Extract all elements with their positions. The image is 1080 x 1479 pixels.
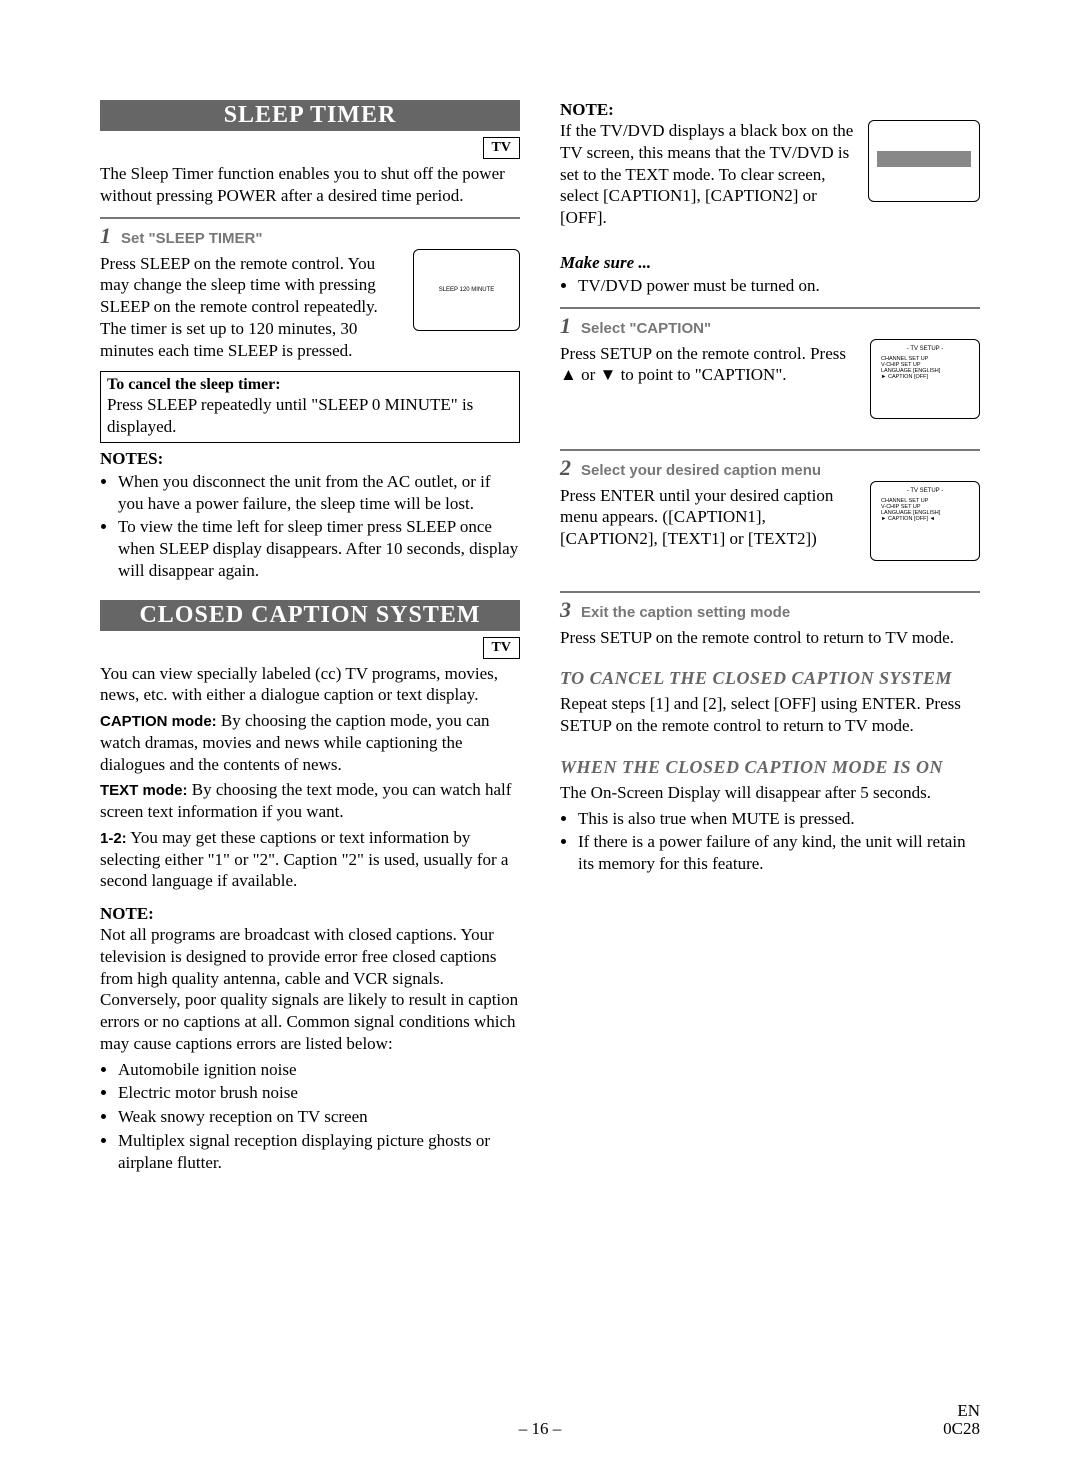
when-on-head: WHEN THE CLOSED CAPTION MODE IS ON (560, 757, 980, 778)
caption-mode-label: CAPTION mode: (100, 713, 217, 730)
cc-note-list: Automobile ignition noise Electric motor… (100, 1059, 520, 1174)
right-column: NOTE: If the TV/DVD displays a black box… (560, 100, 980, 1175)
sleep-step1: 1 Set "SLEEP TIMER" SLEEP 120 MINUTE Pre… (100, 217, 520, 443)
tv-setup-screen-1: - TV SETUP - CHANNEL SET UP V-CHIP SET U… (870, 339, 980, 419)
sleep-screen-box: SLEEP 120 MINUTE (413, 249, 520, 331)
sleep-note-item: To view the time left for sleep timer pr… (118, 516, 520, 581)
caption-step1-label: Select "CAPTION" (581, 320, 711, 337)
screen1-row: ► CAPTION [OFF] (875, 374, 975, 380)
cc-one-two: 1-2: You may get these captions or text … (100, 827, 520, 892)
cc-intro: You can view specially labeled (cc) TV p… (100, 663, 520, 707)
cancel-cc-head: TO CANCEL THE CLOSED CAPTION SYSTEM (560, 668, 980, 689)
black-screen-figure (868, 120, 980, 202)
make-sure-list: TV/DVD power must be turned on. (560, 275, 980, 297)
step-number: 1 (560, 313, 571, 338)
caption-step2-label: Select your desired caption menu (581, 462, 821, 479)
two-columns: SLEEP TIMER TV The Sleep Timer function … (100, 100, 980, 1175)
text-mode-label: TEXT mode: (100, 782, 188, 799)
cancel-cc-text: Repeat steps [1] and [2], select [OFF] u… (560, 693, 980, 737)
screen2-row: ► CAPTION [OFF] ◄ (875, 516, 975, 522)
sleep-step1-label: Set "SLEEP TIMER" (121, 230, 262, 247)
sleep-notes-head: NOTES: (100, 449, 520, 469)
cc-caption-mode: CAPTION mode: By choosing the caption mo… (100, 710, 520, 775)
step-number: 2 (560, 455, 571, 480)
sleep-timer-heading: SLEEP TIMER (100, 100, 520, 131)
cc-heading: CLOSED CAPTION SYSTEM (100, 600, 520, 631)
step-number: 1 (100, 223, 111, 248)
page: SLEEP TIMER TV The Sleep Timer function … (0, 0, 1080, 1479)
when-on-item: This is also true when MUTE is pressed. (578, 808, 980, 830)
cc-note-item: Automobile ignition noise (118, 1059, 520, 1081)
footer-en: EN (957, 1401, 980, 1420)
when-on-item: If there is a power failure of any kind,… (578, 831, 980, 875)
footer-code: EN 0C28 (943, 1402, 980, 1439)
tv-setup-screen-2: - TV SETUP - CHANNEL SET UP V-CHIP SET U… (870, 481, 980, 561)
sleep-screen-text: SLEEP 120 MINUTE (439, 287, 495, 293)
cc-note-text: Not all programs are broadcast with clos… (100, 924, 520, 1055)
sleep-notes-list: When you disconnect the unit from the AC… (100, 471, 520, 582)
make-sure-head: Make sure ... (560, 253, 980, 273)
cc-note-item: Weak snowy reception on TV screen (118, 1106, 520, 1128)
caption-step3: 3 Exit the caption setting mode Press SE… (560, 591, 980, 649)
cancel-sleep-box: To cancel the sleep timer: Press SLEEP r… (100, 371, 520, 443)
caption-step3-label: Exit the caption setting mode (581, 604, 790, 621)
cc-text-mode: TEXT mode: By choosing the text mode, yo… (100, 779, 520, 823)
caption-step1: 1 Select "CAPTION" - TV SETUP - CHANNEL … (560, 307, 980, 419)
sleep-note-item: When you disconnect the unit from the AC… (118, 471, 520, 515)
caption-step2: 2 Select your desired caption menu - TV … (560, 449, 980, 561)
cc-note-item: Multiplex signal reception displaying pi… (118, 1130, 520, 1174)
tv-tag-cc: TV (483, 637, 520, 659)
right-note-label: NOTE: (560, 100, 980, 120)
when-on-text: The On-Screen Display will disappear aft… (560, 782, 980, 804)
cc-note-item: Electric motor brush noise (118, 1082, 520, 1104)
caption-step3-text: Press SETUP on the remote control to ret… (560, 627, 980, 649)
footer-0c28: 0C28 (943, 1419, 980, 1438)
screen1-title: - TV SETUP - (875, 346, 975, 353)
tv-tag-sleep: TV (483, 137, 520, 159)
cancel-sleep-title: To cancel the sleep timer: (107, 376, 513, 394)
page-number: – 16 – (0, 1419, 1080, 1439)
left-column: SLEEP TIMER TV The Sleep Timer function … (100, 100, 520, 1175)
step-number: 3 (560, 597, 571, 622)
cc-note-label: NOTE: (100, 904, 520, 924)
when-on-list: This is also true when MUTE is pressed. … (560, 808, 980, 875)
screen2-title: - TV SETUP - (875, 488, 975, 495)
make-sure-item: TV/DVD power must be turned on. (578, 275, 980, 297)
sleep-intro: The Sleep Timer function enables you to … (100, 163, 520, 207)
one-two-label: 1-2: (100, 830, 127, 847)
one-two-text: You may get these captions or text infor… (100, 828, 508, 891)
footer: – 16 – EN 0C28 (0, 1419, 1080, 1439)
cancel-sleep-text: Press SLEEP repeatedly until "SLEEP 0 MI… (107, 394, 513, 438)
